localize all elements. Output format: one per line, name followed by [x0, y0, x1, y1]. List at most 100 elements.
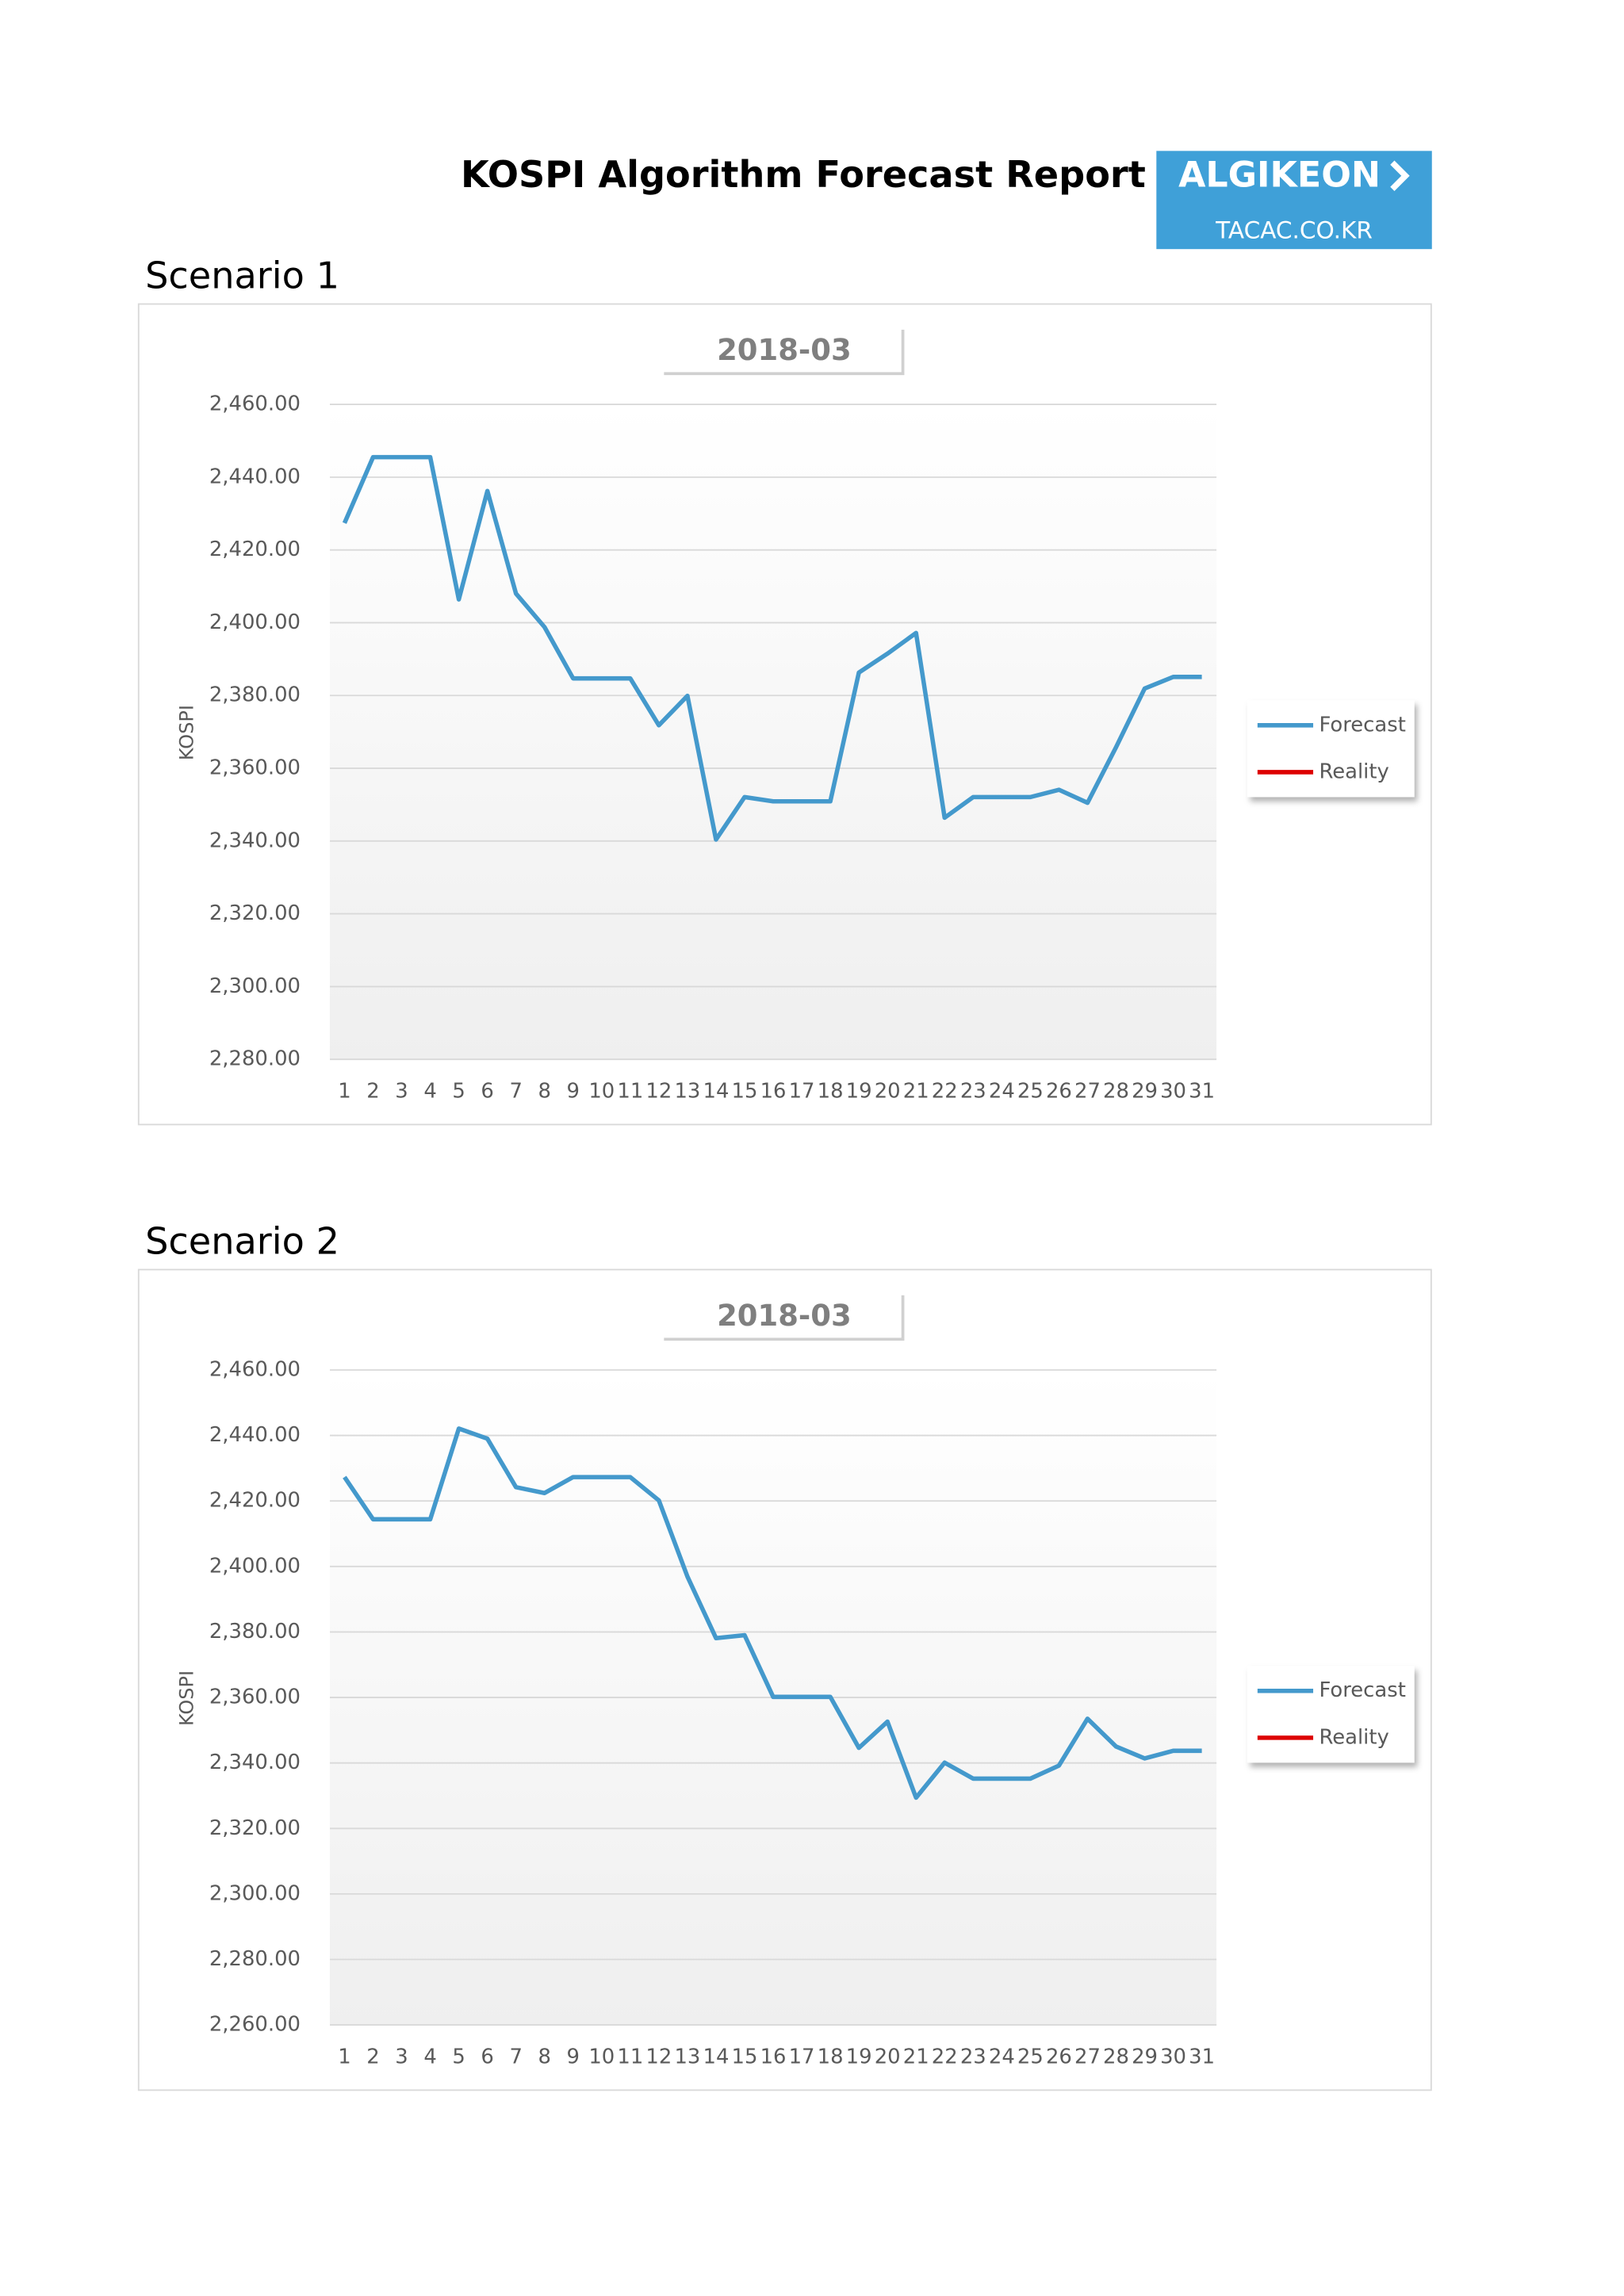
series-line — [342, 454, 1202, 842]
x-tick-label: 15 — [732, 1079, 758, 1103]
logo-background — [1156, 151, 1432, 250]
x-tick-label: 18 — [818, 2045, 844, 2068]
logo-chevron — [1390, 160, 1410, 192]
y-tick-label: 2,340.00 — [209, 1751, 301, 1774]
x-tick-label: 31 — [1189, 1079, 1215, 1103]
x-tick-label: 10 — [588, 2045, 615, 2068]
legend-box — [1247, 700, 1415, 798]
y-tick-label: 2,460.00 — [209, 1357, 301, 1381]
x-tick-label: 11 — [617, 2045, 643, 2068]
x-tick-label: 16 — [760, 2045, 787, 2068]
x-tick-label: 2 — [366, 2045, 379, 2068]
y-tick-label: 2,360.00 — [209, 756, 301, 780]
x-tick-label: 30 — [1160, 2045, 1186, 2068]
x-tick-label: 9 — [567, 1079, 580, 1103]
legend-box — [1247, 1666, 1415, 1763]
x-tick-label: 12 — [645, 2045, 672, 2068]
x-tick-label: 29 — [1132, 1079, 1158, 1103]
y-tick-label: 2,380.00 — [209, 683, 301, 707]
scenario-heading: Scenario 2 — [145, 1220, 339, 1263]
y-axis-label: KOSPI — [176, 1670, 198, 1726]
plot-area — [329, 404, 1217, 1060]
x-tick-label: 31 — [1189, 2045, 1215, 2068]
x-tick-label: 23 — [960, 2045, 986, 2068]
report-title: KOSPI Algorithm Forecast Report — [461, 153, 1146, 196]
series-line — [343, 1426, 1202, 1800]
x-tick-label: 27 — [1074, 2045, 1101, 2068]
x-tick-label: 5 — [452, 1079, 465, 1103]
x-tick-label: 13 — [674, 1079, 700, 1103]
logo-name: ALGIKEON — [1178, 155, 1381, 196]
x-tick-label: 8 — [538, 1079, 550, 1103]
y-axis-label: KOSPI — [176, 705, 198, 760]
x-tick-label: 15 — [732, 2045, 758, 2068]
x-tick-label: 23 — [960, 1079, 986, 1103]
x-tick-label: 24 — [989, 2045, 1015, 2068]
x-tick-label: 28 — [1103, 2045, 1129, 2068]
x-tick-label: 1 — [338, 2045, 350, 2068]
y-tick-label: 2,380.00 — [209, 1620, 301, 1644]
x-tick-label: 13 — [674, 2045, 700, 2068]
legend-label: Forecast — [1319, 1678, 1405, 1702]
y-tick-label: 2,460.00 — [209, 392, 301, 416]
x-tick-label: 9 — [567, 2045, 580, 2068]
y-tick-label: 2,400.00 — [209, 610, 301, 634]
x-tick-label: 25 — [1017, 2045, 1044, 2068]
y-tick-label: 2,400.00 — [209, 1554, 301, 1578]
x-tick-label: 18 — [818, 1079, 844, 1103]
chart-title: 2018-03 — [717, 333, 852, 367]
y-tick-label: 2,260.00 — [209, 2013, 301, 2037]
legend-label: Forecast — [1319, 713, 1405, 737]
x-tick-label: 29 — [1132, 2045, 1158, 2068]
x-tick-label: 14 — [703, 1079, 729, 1103]
x-tick-label: 27 — [1074, 1079, 1101, 1103]
x-tick-label: 22 — [932, 2045, 958, 2068]
x-tick-label: 12 — [645, 1079, 672, 1103]
y-tick-label: 2,300.00 — [209, 974, 301, 998]
x-tick-label: 1 — [338, 1079, 350, 1103]
x-tick-label: 4 — [423, 1079, 436, 1103]
x-tick-label: 19 — [846, 2045, 872, 2068]
x-tick-label: 24 — [989, 1079, 1015, 1103]
x-tick-label: 26 — [1046, 2045, 1072, 2068]
x-tick-label: 21 — [903, 1079, 929, 1103]
x-tick-label: 6 — [481, 1079, 493, 1103]
y-tick-label: 2,420.00 — [209, 1489, 301, 1513]
x-tick-label: 14 — [703, 2045, 729, 2068]
legend: Forecast Reality — [1247, 700, 1415, 798]
x-tick-label: 4 — [423, 2045, 436, 2068]
x-tick-label: 7 — [509, 1079, 522, 1103]
y-tick-label: 2,440.00 — [209, 1423, 301, 1447]
y-tick-label: 2,280.00 — [209, 1047, 301, 1071]
chart: Scenario 2 2018-03 2,260.00 2,280.00 2,300.0… — [137, 1220, 1432, 2091]
x-tick-label: 22 — [932, 1079, 958, 1103]
chart: Scenario 1 2018-03 2,280.00 2,300.00 2,320.0… — [137, 254, 1432, 1126]
x-tick-label: 17 — [789, 1079, 815, 1103]
x-tick-label: 30 — [1160, 1079, 1186, 1103]
x-tick-label: 10 — [588, 1079, 615, 1103]
y-tick-label: 2,440.00 — [209, 465, 301, 488]
x-tick-label: 8 — [538, 2045, 550, 2068]
chart-title: 2018-03 — [717, 1299, 852, 1333]
x-tick-label: 16 — [760, 1079, 787, 1103]
x-tick-label: 21 — [903, 2045, 929, 2068]
y-tick-label: 2,420.00 — [209, 538, 301, 561]
x-tick-label: 20 — [875, 2045, 901, 2068]
y-tick-label: 2,320.00 — [209, 1816, 301, 1840]
x-tick-label: 6 — [481, 2045, 493, 2068]
x-tick-label: 3 — [395, 1079, 408, 1103]
x-tick-label: 26 — [1046, 1079, 1072, 1103]
scenario-heading: Scenario 1 — [145, 254, 339, 297]
y-tick-label: 2,280.00 — [209, 1947, 301, 1971]
x-tick-label: 20 — [875, 1079, 901, 1103]
logo-site: TACAC.CO.KR — [1215, 217, 1373, 244]
y-tick-label: 2,360.00 — [209, 1686, 301, 1709]
x-tick-label: 3 — [395, 2045, 408, 2068]
title-box — [664, 329, 905, 376]
x-tick-label: 25 — [1017, 1079, 1044, 1103]
x-tick-label: 7 — [509, 2045, 522, 2068]
title-box — [664, 1295, 905, 1341]
x-tick-label: 11 — [617, 1079, 643, 1103]
x-tick-label: 2 — [366, 1079, 379, 1103]
